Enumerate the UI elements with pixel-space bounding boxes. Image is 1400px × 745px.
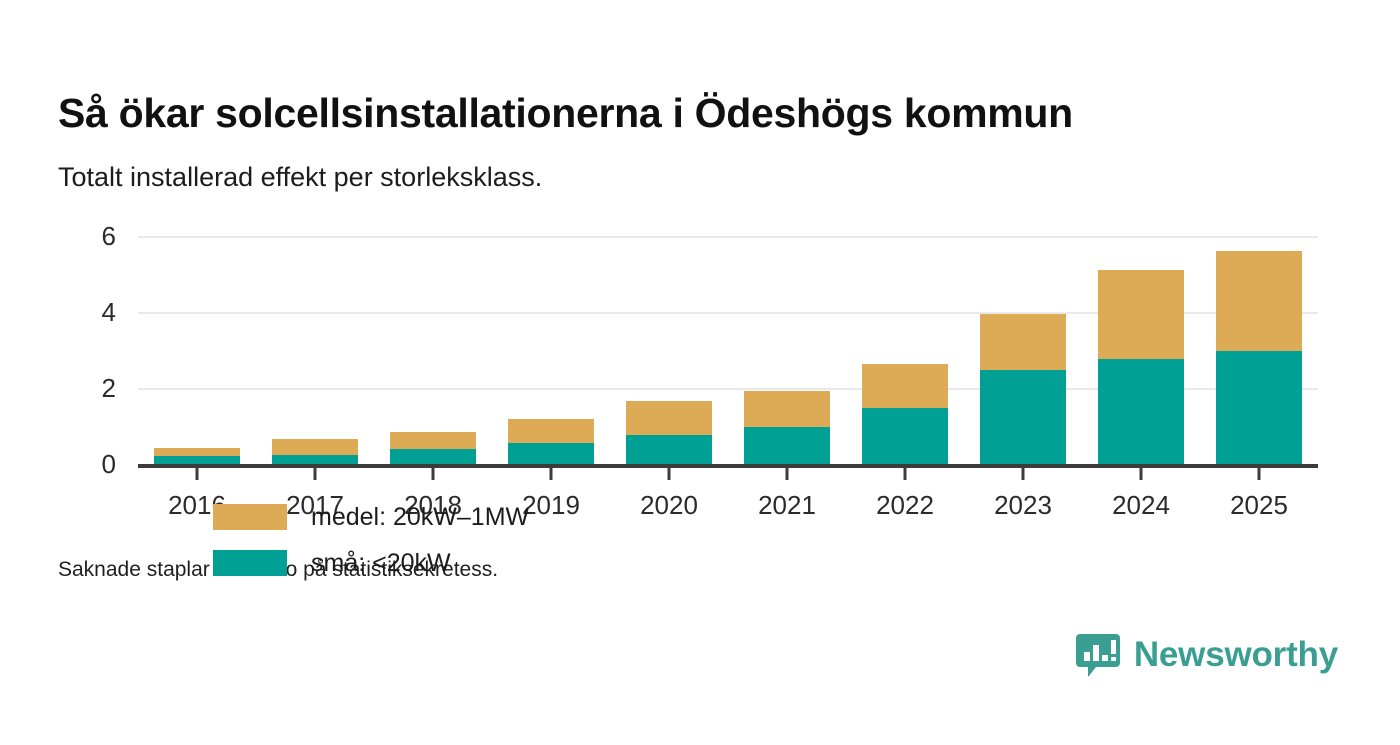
bar-stack-2019[interactable] [508, 419, 594, 464]
bar-segment-medium-2022[interactable] [862, 364, 948, 409]
bar-segment-small-2021[interactable] [744, 426, 830, 464]
bar-stack-2022[interactable] [862, 364, 948, 464]
bar-slot[interactable] [374, 236, 492, 480]
x-axis-label-2017: 2017 [286, 490, 344, 520]
x-axis-label-2020: 2020 [640, 490, 698, 520]
bar-segment-medium-2019[interactable] [508, 419, 594, 444]
x-axis-label-2018: 2018 [404, 490, 462, 520]
legend-swatch-medium [213, 504, 287, 530]
x-axis-label-2019: 2019 [522, 490, 580, 520]
bar-segment-small-2024[interactable] [1098, 359, 1184, 464]
x-tick-2022 [903, 467, 907, 480]
x-tick-2021 [785, 467, 789, 480]
axis-baseline [138, 464, 1318, 468]
brand-name: Newsworthy [1133, 635, 1338, 674]
gridline-4 [138, 312, 1318, 314]
y-tick-label-6: 6 [101, 221, 116, 251]
x-tick-2017 [313, 467, 317, 480]
bar-stack-2025[interactable] [1216, 251, 1302, 464]
bar-segment-small-2017[interactable] [272, 454, 358, 464]
bar-segment-medium-2021[interactable] [744, 391, 830, 427]
bar-stack-2021[interactable] [744, 391, 830, 464]
bar-stack-2018[interactable] [390, 431, 476, 464]
bar-chart-bubble-logo-icon [1075, 632, 1121, 678]
bar-stack-2017[interactable] [272, 439, 358, 464]
bar-segment-small-2018[interactable] [390, 448, 476, 464]
y-tick-label-2: 2 [101, 373, 116, 403]
y-tick-label-0: 0 [101, 449, 116, 479]
chart-subtitle: Totalt installerad effekt per storlekskl… [58, 162, 543, 192]
x-axis-label-2024: 2024 [1112, 490, 1170, 520]
bar-stack-2020[interactable] [626, 400, 712, 464]
legend-label-small: små: <20kW [311, 548, 451, 577]
bar-segment-medium-2025[interactable] [1216, 251, 1302, 351]
bar-slot[interactable] [138, 236, 256, 480]
legend-swatch-small [213, 550, 287, 576]
bar-stack-2024[interactable] [1098, 270, 1184, 464]
bar-segment-small-2025[interactable] [1216, 350, 1302, 464]
bar-stack-2016[interactable] [154, 448, 240, 464]
bar-slot[interactable] [728, 236, 846, 480]
x-axis-label-2025: 2025 [1230, 490, 1288, 520]
bar-segment-medium-2018[interactable] [390, 431, 476, 449]
x-tick-2016 [195, 467, 199, 480]
x-axis: 2016 2017 2018 2019 2020 2021 2022 2023 2024 2025 [138, 470, 1318, 521]
y-tick-label-4: 4 [101, 297, 116, 327]
legend-label-medium: medel: 20kW–1MW [311, 502, 530, 531]
x-tick-2019 [549, 467, 553, 480]
brand-logo: Newsworthy [1075, 632, 1338, 678]
x-tick-2020 [667, 467, 671, 480]
legend-item-small: små: <20kW [213, 540, 529, 586]
gridline-6 [138, 236, 1318, 238]
page-title: Så ökar solcellsinstallationerna i Ödesh… [58, 90, 1073, 137]
x-axis-label-2022: 2022 [876, 490, 934, 520]
bar-stack-2023[interactable] [980, 313, 1066, 464]
x-tick-2018 [431, 467, 435, 480]
legend: medel: 20kW–1MW små: <20kW [213, 494, 529, 586]
bar-segment-small-2020[interactable] [626, 434, 712, 464]
bar-slot[interactable] [1082, 236, 1200, 480]
y-axis: 6 4 2 0 [58, 223, 116, 477]
gridline-2 [138, 388, 1318, 390]
x-tick-2025 [1257, 467, 1261, 480]
bar-slot[interactable] [256, 236, 374, 480]
bar-segment-medium-2023[interactable] [980, 313, 1066, 370]
x-tick-2023 [1021, 467, 1025, 480]
bar-slot[interactable] [964, 236, 1082, 480]
bar-segment-medium-2016[interactable] [154, 448, 240, 456]
bar-segment-small-2016[interactable] [154, 455, 240, 464]
bar-segment-medium-2017[interactable] [272, 439, 358, 455]
bar-segment-small-2022[interactable] [862, 408, 948, 464]
bar-slot[interactable] [492, 236, 610, 480]
legend-item-medium: medel: 20kW–1MW [213, 494, 529, 540]
x-tick-2024 [1139, 467, 1143, 480]
bar-slot[interactable] [846, 236, 964, 480]
bar-slot[interactable] [610, 236, 728, 480]
bars-canvas [138, 236, 1318, 480]
chart-plot-area: 6 4 2 0 2016 2017 2018 2019 2020 2021 2022 2023… [58, 223, 1318, 577]
x-axis-label-2023: 2023 [994, 490, 1052, 520]
bar-slot[interactable] [1200, 236, 1318, 480]
bar-segment-small-2019[interactable] [508, 443, 594, 464]
bar-segment-small-2023[interactable] [980, 369, 1066, 464]
x-axis-label-2021: 2021 [758, 490, 816, 520]
bar-segment-medium-2020[interactable] [626, 400, 712, 435]
bar-group [138, 236, 1318, 480]
bar-segment-medium-2024[interactable] [1098, 270, 1184, 360]
